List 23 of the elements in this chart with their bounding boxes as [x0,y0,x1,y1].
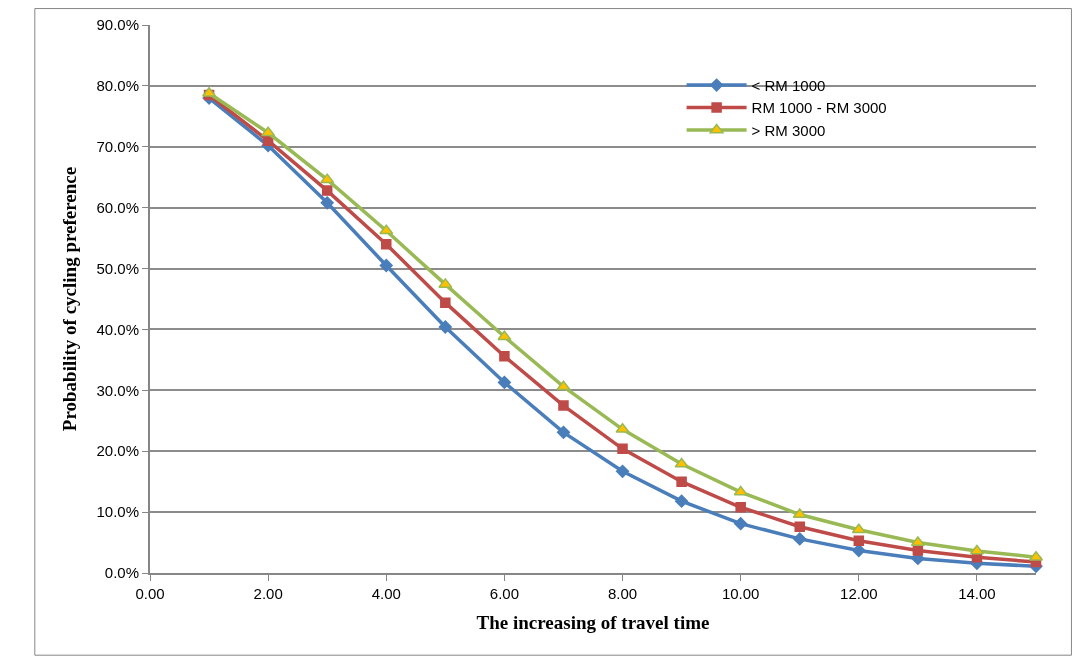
x-tick-label: 4.00 [371,585,401,602]
y-tick-label: 60.0% [96,198,139,216]
y-tick-label: 90.0% [96,16,139,34]
legend-label: > RM 3000 [751,121,826,139]
y-tick-label: 20.0% [96,442,139,460]
x-tick-label: 6.00 [489,585,519,602]
y-tick-label: 40.0% [96,320,139,338]
legend-label: < RM 1000 [751,76,826,94]
y-tick-label: 50.0% [96,259,139,277]
y-tick-label: 80.0% [96,77,139,95]
x-tick-label: 12.00 [840,585,878,602]
x-tick-label: 0.00 [135,585,165,602]
x-tick-label: 2.00 [253,585,283,602]
y-tick-label: 30.0% [96,381,139,399]
y-tick-label: 70.0% [96,138,139,156]
y-tick-label: 10.0% [96,503,139,521]
y-axis-title: Probability of cycling preference [58,166,80,432]
legend-label: RM 1000 - RM 3000 [751,99,887,117]
x-tick-label: 10.00 [721,585,760,602]
x-tick-label: 14.00 [958,585,996,602]
y-tick-label: 0.0% [104,564,139,582]
x-tick-label: 8.00 [607,585,638,602]
x-axis-title: The increasing of travel time [476,612,710,634]
